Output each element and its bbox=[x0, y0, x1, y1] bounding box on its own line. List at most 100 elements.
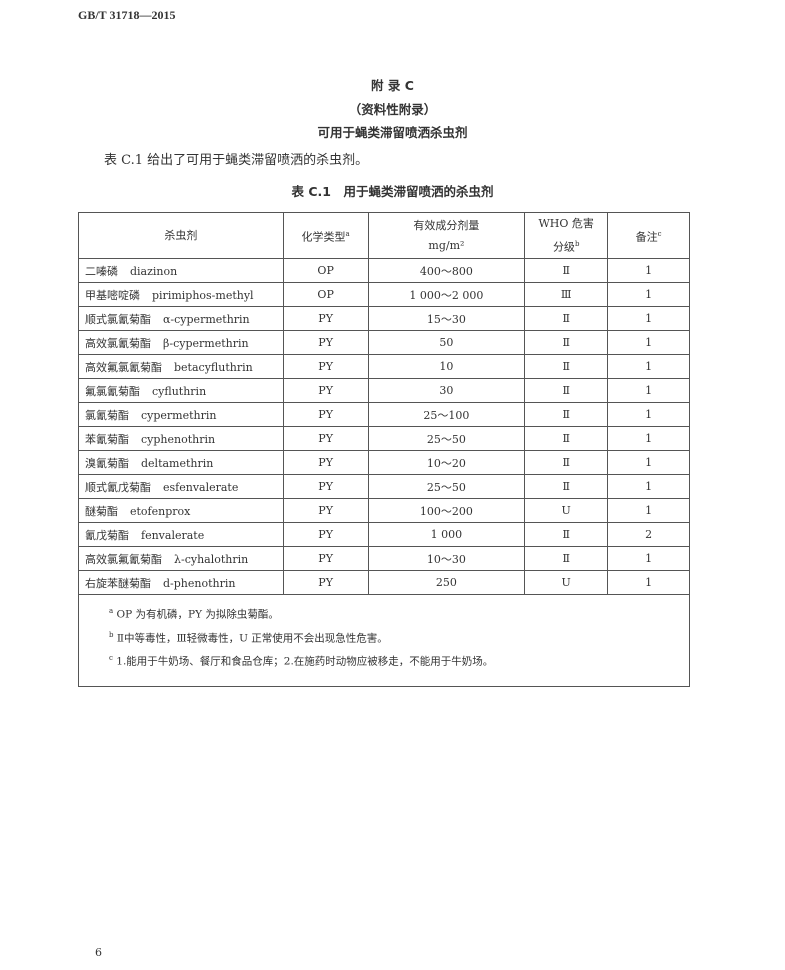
chem-type: PY bbox=[282, 450, 369, 475]
insecticide-name: 氟氯氰菊酯 cyfluthrin bbox=[78, 378, 284, 403]
appendix-title: 附 录 C bbox=[371, 78, 414, 93]
dose: 250 bbox=[367, 570, 526, 595]
insecticide-name: 右旋苯醚菊酯 d-phenothrin bbox=[78, 570, 284, 595]
insecticide-table: 杀虫剂 化学类型a 有效成分剂量 mg/m² WHO 危害 分级b 备注c 二嗪磷 d… bbox=[78, 212, 690, 687]
who-class: Ⅱ bbox=[524, 474, 609, 499]
chem-type: PY bbox=[282, 378, 369, 403]
who-class: Ⅱ bbox=[524, 402, 609, 427]
table-caption: 表 C.1 用于蝇类滞留喷洒的杀虫剂 bbox=[291, 184, 494, 199]
page-number: 6 bbox=[95, 946, 102, 959]
who-class: Ⅱ bbox=[524, 378, 609, 403]
insecticide-name: 顺式氰戊菊酯 esfenvalerate bbox=[78, 474, 284, 499]
table-row: 高效氯氰菊酯 β-cypermethrin PY 50 Ⅱ 1 bbox=[78, 330, 690, 355]
note: 1 bbox=[607, 330, 690, 355]
who-class: Ⅱ bbox=[524, 522, 609, 547]
who-class: Ⅱ bbox=[524, 354, 609, 379]
note: 1 bbox=[607, 450, 690, 475]
chem-type: PY bbox=[282, 570, 369, 595]
who-class: Ⅱ bbox=[524, 306, 609, 331]
dose: 50 bbox=[367, 330, 526, 355]
dose: 30 bbox=[367, 378, 526, 403]
appendix-type: （资料性附录） bbox=[348, 102, 437, 117]
footnote: a OP 为有机磷，PY 为拟除虫菊酯。 bbox=[109, 607, 279, 621]
insecticide-name: 醚菊酯 etofenprox bbox=[78, 498, 284, 523]
chem-type: PY bbox=[282, 330, 369, 355]
chem-type: PY bbox=[282, 498, 369, 523]
insecticide-name: 高效氟氯氰菊酯 betacyfluthrin bbox=[78, 354, 284, 379]
chem-type: OP bbox=[282, 282, 369, 307]
note: 1 bbox=[607, 546, 690, 571]
insecticide-name: 氰戊菊酯 fenvalerate bbox=[78, 522, 284, 547]
chem-type: PY bbox=[282, 522, 369, 547]
who-class: Ⅲ bbox=[524, 282, 609, 307]
table-row: 溴氰菊酯 deltamethrin PY 10～20 Ⅱ 1 bbox=[78, 450, 690, 475]
chem-type: PY bbox=[282, 306, 369, 331]
dose: 10～20 bbox=[367, 450, 526, 475]
who-class: Ⅱ bbox=[524, 330, 609, 355]
table-row: 醚菊酯 etofenprox PY 100～200 U 1 bbox=[78, 498, 690, 523]
table-row: 苯氰菊酯 cyphenothrin PY 25～50 Ⅱ 1 bbox=[78, 426, 690, 451]
who-class: U bbox=[524, 498, 609, 523]
note: 1 bbox=[607, 378, 690, 403]
footnote: b Ⅱ中等毒性，Ⅲ轻微毒性，U 正常使用不会出现急性危害。 bbox=[109, 630, 388, 645]
dose: 10～30 bbox=[367, 546, 526, 571]
note: 2 bbox=[607, 522, 690, 547]
header-who: WHO 危害 分级b bbox=[524, 212, 609, 259]
who-class: Ⅱ bbox=[524, 426, 609, 451]
dose: 1 000 bbox=[367, 522, 526, 547]
note: 1 bbox=[607, 306, 690, 331]
header-dose: 有效成分剂量 mg/m² bbox=[367, 212, 526, 259]
chem-type: PY bbox=[282, 402, 369, 427]
header-note: 备注c bbox=[607, 212, 690, 259]
insecticide-name: 甲基嘧啶磷 pirimiphos-methyl bbox=[78, 282, 284, 307]
chem-type: PY bbox=[282, 546, 369, 571]
table-row: 氯氰菊酯 cypermethrin PY 25～100 Ⅱ 1 bbox=[78, 402, 690, 427]
note: 1 bbox=[607, 282, 690, 307]
chem-type: PY bbox=[282, 474, 369, 499]
insecticide-name: 苯氰菊酯 cyphenothrin bbox=[78, 426, 284, 451]
dose: 25～100 bbox=[367, 402, 526, 427]
dose: 400～800 bbox=[367, 258, 526, 283]
who-class: Ⅱ bbox=[524, 258, 609, 283]
table-header-row: 杀虫剂 化学类型a 有效成分剂量 mg/m² WHO 危害 分级b 备注c bbox=[78, 212, 690, 259]
table-row: 氟氯氰菊酯 cyfluthrin PY 30 Ⅱ 1 bbox=[78, 378, 690, 403]
note: 1 bbox=[607, 426, 690, 451]
standard-number: GB/T 31718—2015 bbox=[78, 8, 176, 22]
insecticide-name: 氯氰菊酯 cypermethrin bbox=[78, 402, 284, 427]
table-row: 二嗪磷 diazinon OP 400～800 Ⅱ 1 bbox=[78, 258, 690, 283]
chem-type: PY bbox=[282, 426, 369, 451]
insecticide-name: 溴氰菊酯 deltamethrin bbox=[78, 450, 284, 475]
footnote: c 1.能用于牛奶场、餐厅和食品仓库；2.在施药时动物应被移走，不能用于牛奶场。 bbox=[109, 654, 494, 668]
header-insecticide: 杀虫剂 bbox=[78, 212, 284, 259]
note: 1 bbox=[607, 354, 690, 379]
intro-paragraph: 表 C.1 给出了可用于蝇类滞留喷洒的杀虫剂。 bbox=[104, 153, 369, 168]
table-row: 右旋苯醚菊酯 d-phenothrin PY 250 U 1 bbox=[78, 570, 690, 595]
chem-type: OP bbox=[282, 258, 369, 283]
table-row: 顺式氯氰菊酯 α-cypermethrin PY 15～30 Ⅱ 1 bbox=[78, 306, 690, 331]
note: 1 bbox=[607, 402, 690, 427]
table-row: 甲基嘧啶磷 pirimiphos-methyl OP 1 000～2 000 Ⅲ … bbox=[78, 282, 690, 307]
dose: 25～50 bbox=[367, 426, 526, 451]
who-class: U bbox=[524, 570, 609, 595]
appendix-subtitle: 可用于蝇类滞留喷洒杀虫剂 bbox=[317, 125, 468, 140]
insecticide-name: 顺式氯氰菊酯 α-cypermethrin bbox=[78, 306, 284, 331]
who-class: Ⅱ bbox=[524, 546, 609, 571]
chem-type: PY bbox=[282, 354, 369, 379]
note: 1 bbox=[607, 570, 690, 595]
insecticide-name: 二嗪磷 diazinon bbox=[78, 258, 284, 283]
insecticide-name: 高效氯氰菊酯 β-cypermethrin bbox=[78, 330, 284, 355]
dose: 10 bbox=[367, 354, 526, 379]
dose: 25～50 bbox=[367, 474, 526, 499]
table-row: 氰戊菊酯 fenvalerate PY 1 000 Ⅱ 2 bbox=[78, 522, 690, 547]
note: 1 bbox=[607, 258, 690, 283]
table-row: 顺式氰戊菊酯 esfenvalerate PY 25～50 Ⅱ 1 bbox=[78, 474, 690, 499]
header-chem-type: 化学类型a bbox=[282, 212, 369, 259]
table-row: 高效氟氯氰菊酯 betacyfluthrin PY 10 Ⅱ 1 bbox=[78, 354, 690, 379]
note: 1 bbox=[607, 474, 690, 499]
dose: 15～30 bbox=[367, 306, 526, 331]
dose: 1 000～2 000 bbox=[367, 282, 526, 307]
footnotes-row: a OP 为有机磷，PY 为拟除虫菊酯。 b Ⅱ中等毒性，Ⅲ轻微毒性，U 正常使用… bbox=[78, 594, 690, 687]
note: 1 bbox=[607, 498, 690, 523]
dose: 100～200 bbox=[367, 498, 526, 523]
